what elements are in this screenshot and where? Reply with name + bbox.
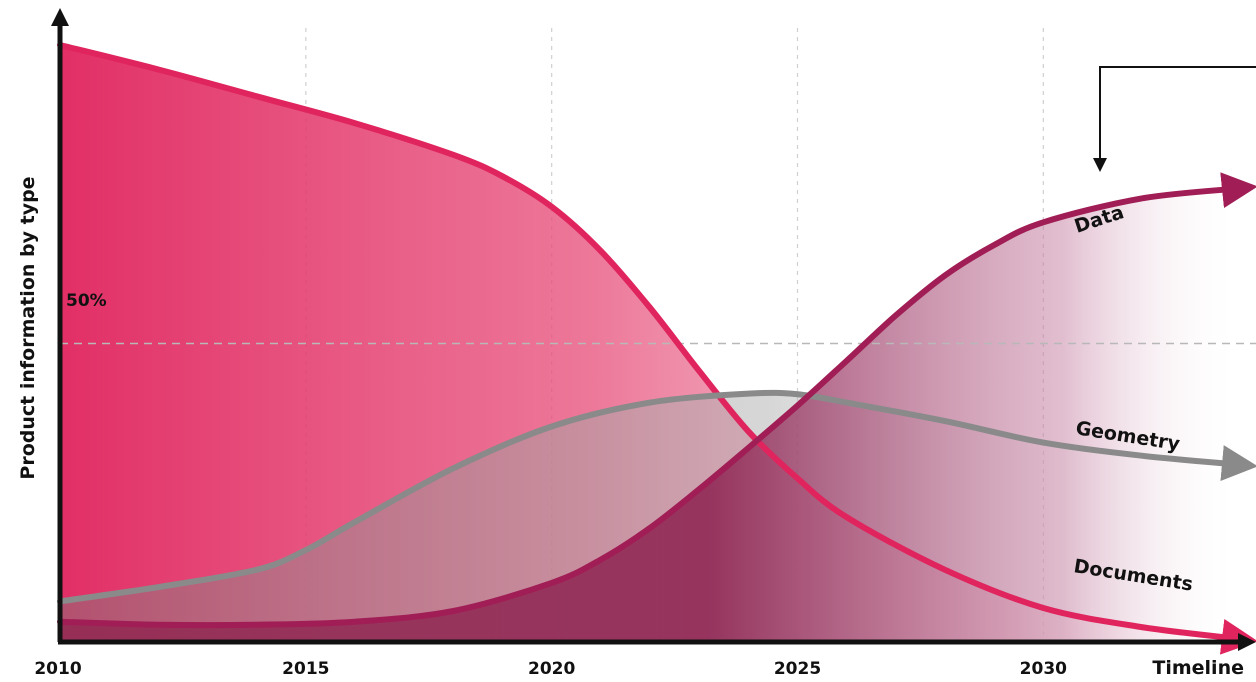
x-tick-label-2015: 2015	[282, 659, 329, 679]
x-axis-ticks: 2010 2015 2020 2025 2030	[34, 659, 1067, 679]
y-axis-arrowhead	[51, 8, 69, 26]
geometry-line	[57, 389, 1256, 605]
data-line	[57, 172, 1256, 629]
x-tick-label-2030: 2030	[1020, 659, 1067, 679]
reference-line-label: 50%	[66, 291, 107, 311]
y-axis-label: Product information by type	[17, 176, 39, 479]
x-tick-label-2020: 2020	[528, 659, 575, 679]
x-axis-arrowhead	[1238, 633, 1256, 651]
x-tick-label-2025: 2025	[774, 659, 821, 679]
x-axis-label: Timeline	[1152, 657, 1244, 679]
x-tick-label-2010: 2010	[34, 659, 81, 679]
callout-arrowhead	[1093, 158, 1107, 172]
documents-line	[57, 42, 1256, 655]
data-area	[60, 188, 1240, 643]
callout-arrow	[1099, 66, 1256, 160]
